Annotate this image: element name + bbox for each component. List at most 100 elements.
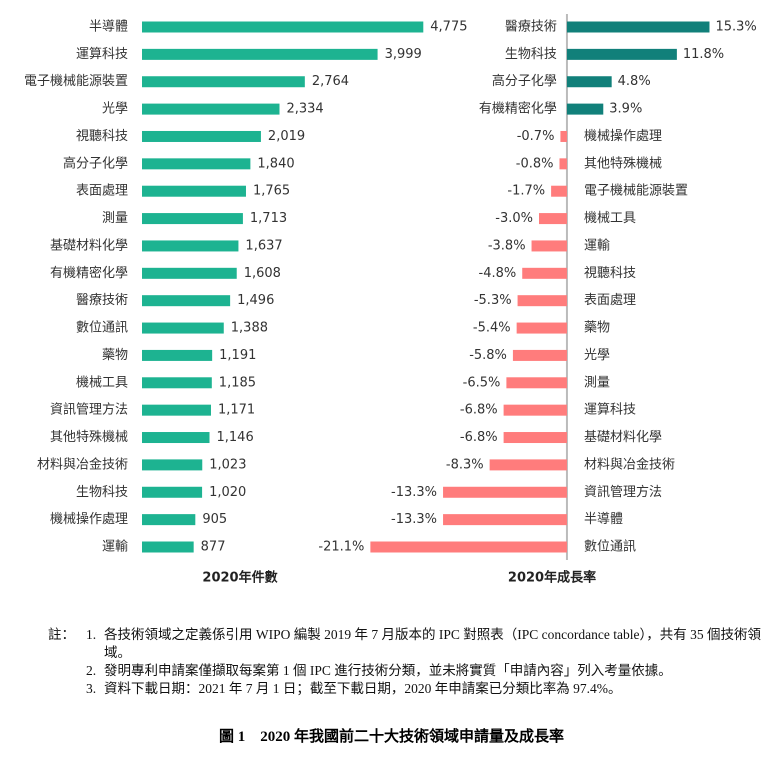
category-label: 藥物 [584, 321, 610, 336]
bar [522, 267, 567, 279]
bar [503, 404, 567, 416]
category-label: 半導體 [584, 512, 623, 527]
category-label: 電子機械能源裝置 [24, 74, 128, 89]
bar [142, 267, 237, 279]
category-label: 機械操作處理 [584, 128, 662, 144]
value-label: 2,019 [268, 129, 305, 144]
value-label: 1,191 [219, 348, 256, 363]
category-label: 數位通訊 [76, 321, 128, 336]
category-label: 生物科技 [505, 47, 557, 62]
category-label: 半導體 [89, 20, 128, 35]
bar [142, 432, 210, 444]
category-label: 其他特殊機械 [584, 156, 662, 171]
bar [566, 76, 612, 88]
axis-title: 2020年成長率 [508, 570, 596, 586]
caption: 圖 1 2020 年我國前二十大技術領域申請量及成長率 [218, 729, 564, 745]
value-label: 1,023 [209, 457, 246, 472]
value-label: 15.3% [715, 20, 756, 35]
category-label: 光學 [584, 348, 610, 363]
bar [142, 48, 378, 60]
value-label: -0.7% [517, 129, 555, 144]
note-text: 發明專利申請案僅擷取每案第 1 個 IPC 進行技術分類，並未將實質「申請內容」… [104, 663, 672, 678]
bar [142, 213, 243, 225]
value-label: 2,334 [286, 102, 323, 117]
category-label: 運算科技 [584, 403, 636, 418]
category-label: 材料與冶金技術 [584, 456, 675, 472]
category-label: 資訊管理方法 [50, 402, 128, 418]
note-number: 1. [86, 627, 97, 642]
note-text: 資料下載日期：2021 年 7 月 1 日；截至下載日期，2020 年申請案已分… [104, 681, 622, 696]
category-label: 電子機械能源裝置 [584, 184, 688, 199]
note-lead: 註： [48, 627, 75, 642]
category-label: 有機精密化學 [50, 265, 128, 281]
bar [517, 295, 567, 307]
category-label: 資訊管理方法 [584, 484, 662, 500]
category-label: 光學 [102, 102, 128, 117]
value-label: 1,637 [245, 238, 282, 253]
value-label: 4,775 [430, 20, 467, 35]
bar [503, 432, 567, 444]
category-label: 基礎材料化學 [50, 238, 128, 253]
value-label: -21.1% [318, 540, 364, 555]
bar [560, 130, 567, 142]
bar [142, 130, 261, 142]
bar [506, 377, 567, 389]
note-number: 3. [86, 681, 97, 696]
value-label: 1,840 [257, 156, 294, 171]
category-label: 視聽科技 [76, 129, 128, 144]
category-label: 醫療技術 [505, 20, 557, 35]
value-label: 3,999 [385, 47, 422, 62]
value-label: -3.8% [488, 238, 526, 253]
value-label: -6.8% [460, 403, 498, 418]
value-label: -13.3% [391, 485, 437, 500]
notes: 註： 1. 各技術領域之定義係引用 WIPO 編製 2019 年 7 月版本的 … [48, 626, 773, 698]
value-label: -6.5% [463, 375, 501, 390]
bar [142, 295, 231, 307]
value-label: 1,608 [244, 266, 281, 281]
category-label: 基礎材料化學 [584, 430, 662, 445]
bar [142, 514, 196, 526]
category-label: 機械工具 [76, 375, 128, 390]
bar [142, 21, 424, 33]
value-label: 1,171 [218, 403, 255, 418]
bar [443, 486, 567, 498]
category-label: 表面處理 [76, 184, 128, 199]
category-label: 其他特殊機械 [50, 430, 128, 445]
bar [531, 240, 567, 252]
value-label: -1.7% [507, 184, 545, 199]
bar [443, 514, 567, 526]
category-label: 測量 [584, 375, 610, 390]
bar [142, 459, 203, 471]
category-label: 有機精密化學 [479, 101, 557, 117]
value-label: -5.4% [473, 321, 511, 336]
value-label: 1,765 [253, 184, 290, 199]
chart-area: 半導體 4,775 運算科技 3,999 電子機械能源裝置 2,764 光學 2,334 視聽科… [24, 14, 757, 586]
value-label: 1,713 [250, 211, 287, 226]
value-label: -0.8% [516, 156, 554, 171]
value-label: 1,020 [209, 485, 246, 500]
category-label: 表面處理 [584, 293, 636, 308]
category-label: 材料與冶金技術 [37, 456, 128, 472]
note-number: 2. [86, 663, 97, 678]
bar [142, 404, 211, 416]
bar [142, 541, 194, 553]
category-label: 運算科技 [76, 47, 128, 62]
category-label: 視聽科技 [584, 266, 636, 281]
bar [142, 185, 246, 197]
category-label: 運輸 [584, 238, 610, 253]
value-label: 4.8% [618, 74, 651, 89]
bar [512, 349, 567, 361]
value-label: -4.8% [479, 266, 517, 281]
bar [142, 322, 224, 334]
value-label: 1,496 [237, 293, 274, 308]
bar [142, 240, 239, 252]
value-label: 877 [201, 540, 226, 555]
bar [551, 185, 567, 197]
category-label: 生物科技 [76, 485, 128, 500]
value-label: 1,185 [219, 375, 256, 390]
bar [489, 459, 567, 471]
bar [142, 158, 251, 170]
bar [142, 103, 280, 115]
bar [516, 322, 567, 334]
bar [539, 213, 567, 225]
